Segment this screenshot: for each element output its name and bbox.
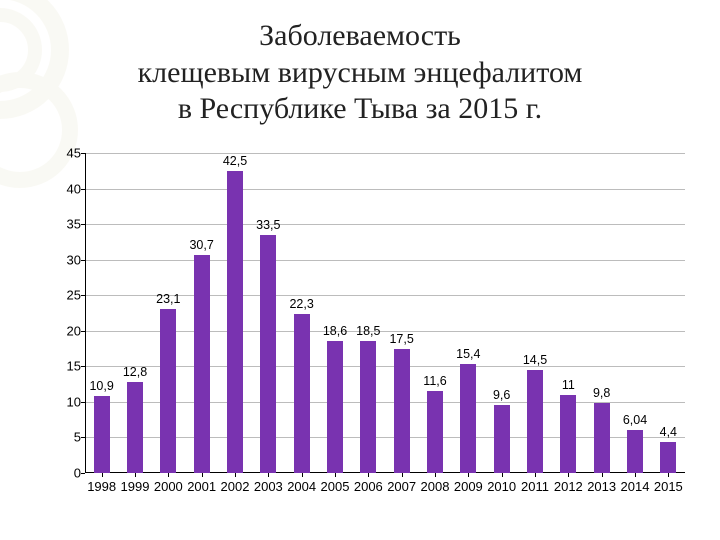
bar <box>427 391 443 473</box>
y-axis-label: 5 <box>53 430 81 445</box>
bar <box>294 314 310 473</box>
x-axis-label: 2010 <box>487 479 516 494</box>
bar-value-label: 11 <box>562 378 575 392</box>
x-axis-label: 1999 <box>121 479 150 494</box>
bar <box>394 349 410 473</box>
bar-value-label: 30,7 <box>189 238 213 252</box>
bar <box>560 395 576 473</box>
bar-value-label: 12,8 <box>123 365 147 379</box>
y-axis-label: 45 <box>53 146 81 161</box>
bar <box>660 442 676 473</box>
title-line-2: клещевым вирусным энцефалитом <box>138 56 583 89</box>
bar <box>594 403 610 473</box>
title-line-3: в Республике Тыва за 2015 г. <box>178 92 542 125</box>
x-axis-label: 2002 <box>221 479 250 494</box>
x-tick <box>468 473 469 477</box>
x-tick <box>402 473 403 477</box>
bar-value-label: 42,5 <box>223 154 247 168</box>
x-tick <box>535 473 536 477</box>
x-axis-label: 2005 <box>321 479 350 494</box>
bar <box>194 255 210 473</box>
x-axis-label: 2013 <box>587 479 616 494</box>
y-axis <box>85 153 86 473</box>
title-line-1: Заболеваемость <box>259 19 461 52</box>
y-axis-label: 25 <box>53 288 81 303</box>
x-axis-label: 2000 <box>154 479 183 494</box>
bar-value-label: 23,1 <box>156 292 180 306</box>
bar-value-label: 18,6 <box>323 324 347 338</box>
x-tick <box>368 473 369 477</box>
bar <box>160 309 176 473</box>
bar-chart: 05101520253035404510,9199812,8199923,120… <box>85 153 685 473</box>
x-tick <box>435 473 436 477</box>
bar <box>127 382 143 473</box>
bar-value-label: 22,3 <box>289 297 313 311</box>
y-tick <box>81 473 85 474</box>
x-tick <box>235 473 236 477</box>
x-tick <box>268 473 269 477</box>
x-tick <box>135 473 136 477</box>
x-tick <box>568 473 569 477</box>
bar-value-label: 9,8 <box>593 386 610 400</box>
x-axis-label: 2015 <box>654 479 683 494</box>
x-tick <box>202 473 203 477</box>
bar <box>460 364 476 474</box>
y-axis-label: 40 <box>53 181 81 196</box>
x-axis-label: 2001 <box>187 479 216 494</box>
x-axis-label: 2004 <box>287 479 316 494</box>
y-axis-label: 35 <box>53 217 81 232</box>
x-tick <box>602 473 603 477</box>
bar-value-label: 14,5 <box>523 353 547 367</box>
x-tick <box>635 473 636 477</box>
y-axis-label: 0 <box>53 466 81 481</box>
x-axis-label: 2012 <box>554 479 583 494</box>
bar-value-label: 33,5 <box>256 218 280 232</box>
x-tick <box>668 473 669 477</box>
bar <box>627 430 643 473</box>
bar-value-label: 15,4 <box>456 347 480 361</box>
bar <box>527 370 543 473</box>
y-axis-label: 10 <box>53 394 81 409</box>
bar-value-label: 11,6 <box>423 374 446 388</box>
x-tick <box>335 473 336 477</box>
bar-value-label: 9,6 <box>493 388 510 402</box>
bar <box>94 396 110 474</box>
bar <box>260 235 276 473</box>
x-axis-label: 2011 <box>521 479 549 494</box>
gridline <box>85 224 685 225</box>
bar <box>227 171 243 473</box>
bar-value-label: 6,04 <box>623 413 647 427</box>
x-tick <box>168 473 169 477</box>
x-tick <box>302 473 303 477</box>
x-tick <box>502 473 503 477</box>
bar-value-label: 17,5 <box>389 332 413 346</box>
bar-value-label: 10,9 <box>89 379 113 393</box>
bar-value-label: 4,4 <box>660 425 677 439</box>
bar-value-label: 18,5 <box>356 324 380 338</box>
gridline <box>85 260 685 261</box>
y-axis-label: 30 <box>53 252 81 267</box>
x-axis-label: 2008 <box>421 479 450 494</box>
x-axis-label: 2009 <box>454 479 483 494</box>
x-axis-label: 2007 <box>387 479 416 494</box>
bar <box>327 341 343 473</box>
x-tick <box>102 473 103 477</box>
x-axis-label: 2003 <box>254 479 283 494</box>
bar <box>494 405 510 473</box>
x-axis-label: 1998 <box>87 479 116 494</box>
bar <box>360 341 376 473</box>
x-axis-label: 2006 <box>354 479 383 494</box>
chart-title: Заболеваемость клещевым вирусным энцефал… <box>0 0 720 128</box>
y-axis-label: 15 <box>53 359 81 374</box>
gridline <box>85 153 685 154</box>
y-axis-label: 20 <box>53 323 81 338</box>
x-axis-label: 2014 <box>621 479 650 494</box>
gridline <box>85 189 685 190</box>
